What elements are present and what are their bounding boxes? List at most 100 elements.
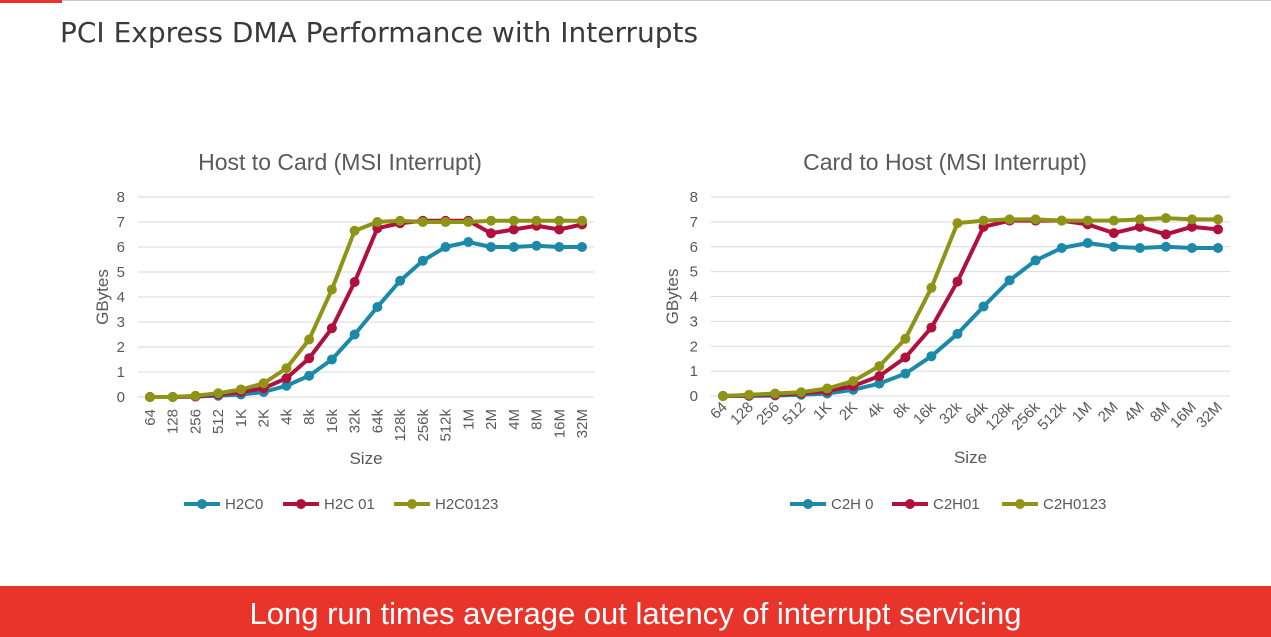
legend-swatch-marker xyxy=(905,499,915,509)
x-tick-label: 512k xyxy=(438,409,455,442)
x-tick-label: 32M xyxy=(1193,399,1226,432)
data-point xyxy=(304,370,315,381)
data-point xyxy=(1160,213,1171,224)
data-point xyxy=(770,388,781,399)
data-point xyxy=(978,301,989,312)
data-point xyxy=(1213,214,1223,225)
data-point xyxy=(508,215,519,226)
x-tick-label: 8M xyxy=(529,409,546,430)
data-point xyxy=(796,387,807,398)
data-point xyxy=(1056,215,1067,226)
data-point xyxy=(486,215,497,226)
data-point xyxy=(508,242,519,252)
data-point xyxy=(1160,229,1171,240)
data-point xyxy=(349,329,360,340)
data-point xyxy=(900,368,911,379)
data-point xyxy=(349,277,360,287)
footer-message: Long run times average out latency of in… xyxy=(249,596,1022,631)
y-tick-label: 2 xyxy=(117,339,125,356)
data-point xyxy=(145,392,155,402)
y-tick-label: 7 xyxy=(690,214,698,231)
y-tick-label: 4 xyxy=(117,289,125,306)
data-point xyxy=(848,376,859,387)
data-point xyxy=(190,390,201,401)
x-tick-label: 1M xyxy=(460,409,477,430)
x-tick-label: 16k xyxy=(910,398,939,427)
data-point xyxy=(577,215,587,226)
data-point xyxy=(486,242,497,252)
x-tick-label: 128k xyxy=(982,398,1017,433)
data-point xyxy=(718,391,728,401)
data-point xyxy=(167,392,178,402)
data-point xyxy=(926,322,937,333)
x-tick-label: 64k xyxy=(369,409,386,434)
data-point xyxy=(1134,214,1145,225)
y-tick-label: 3 xyxy=(690,313,698,330)
y-tick-label: 8 xyxy=(690,189,698,206)
legend-label: H2C 01 xyxy=(324,496,375,513)
data-point xyxy=(952,218,963,229)
data-point xyxy=(1134,221,1145,232)
data-point xyxy=(952,276,963,287)
data-point xyxy=(531,215,542,226)
data-point xyxy=(281,380,292,391)
chart-card-to-host: Card to Host (MSI Interrupt) 0 1 2 3 4 5 6 7 8 GBy… xyxy=(663,149,1230,513)
data-point xyxy=(213,388,224,399)
chart-host-to-card: Host to Card (MSI Interrupt) 0 1 2 3 4 5 6 7 8 GBy… xyxy=(93,149,594,513)
data-point xyxy=(417,217,428,227)
y-tick-label: 0 xyxy=(690,388,698,405)
legend-swatch-marker xyxy=(197,499,207,509)
legend-label: C2H0123 xyxy=(1043,496,1106,513)
x-tick-label: 1K xyxy=(233,409,250,427)
y-tick-label: 5 xyxy=(690,264,698,281)
data-point xyxy=(554,215,565,226)
data-point xyxy=(1082,215,1093,226)
data-point xyxy=(1186,221,1197,232)
y-tick-label: 2 xyxy=(690,338,698,355)
data-point xyxy=(744,389,755,400)
y-tick-label: 6 xyxy=(117,239,125,256)
legend-swatch-marker xyxy=(1015,499,1025,509)
x-tick-label: 8k xyxy=(301,409,318,425)
x-tick-label: 128k xyxy=(392,409,409,442)
y-tick-label: 7 xyxy=(117,214,125,231)
y-tick-label: 1 xyxy=(117,364,125,381)
x-tick-label: 128 xyxy=(165,409,182,434)
data-point xyxy=(874,371,885,382)
data-point xyxy=(952,328,963,339)
data-point xyxy=(1056,242,1067,253)
data-point xyxy=(1186,214,1197,225)
data-point xyxy=(235,384,246,395)
data-point xyxy=(372,217,383,227)
x-tick-label: 4M xyxy=(506,409,523,430)
data-point xyxy=(978,215,989,226)
data-point xyxy=(1004,275,1015,286)
data-point xyxy=(1213,242,1223,253)
data-point xyxy=(1108,215,1119,226)
x-tick-label: 128 xyxy=(727,399,757,429)
y-tick-label: 5 xyxy=(117,264,125,281)
legend-label: C2H 0 xyxy=(831,496,874,513)
data-point xyxy=(463,217,474,227)
data-point xyxy=(304,353,315,364)
series-line-c2h-0 xyxy=(723,241,1218,398)
data-point xyxy=(304,334,315,345)
data-point xyxy=(1108,241,1119,252)
y-tick-label: 6 xyxy=(690,239,698,256)
data-point xyxy=(486,228,497,239)
data-point xyxy=(554,242,565,252)
x-tick-label: 64 xyxy=(707,399,731,423)
legend-label: H2C0 xyxy=(225,496,263,513)
x-tick-label: 256k xyxy=(415,409,432,442)
x-tick-label: 2K xyxy=(836,399,861,424)
y-tick-label: 1 xyxy=(690,363,698,380)
data-point xyxy=(1004,214,1015,225)
data-point xyxy=(1134,242,1145,253)
x-tick-label: 4M xyxy=(1121,399,1148,426)
data-point xyxy=(900,333,911,344)
y-tick-label: 8 xyxy=(117,189,125,206)
footer-banner xyxy=(0,586,1271,637)
x-tick-label: 2K xyxy=(256,409,273,427)
x-tick-label: 2M xyxy=(483,409,500,430)
data-point xyxy=(874,361,885,372)
